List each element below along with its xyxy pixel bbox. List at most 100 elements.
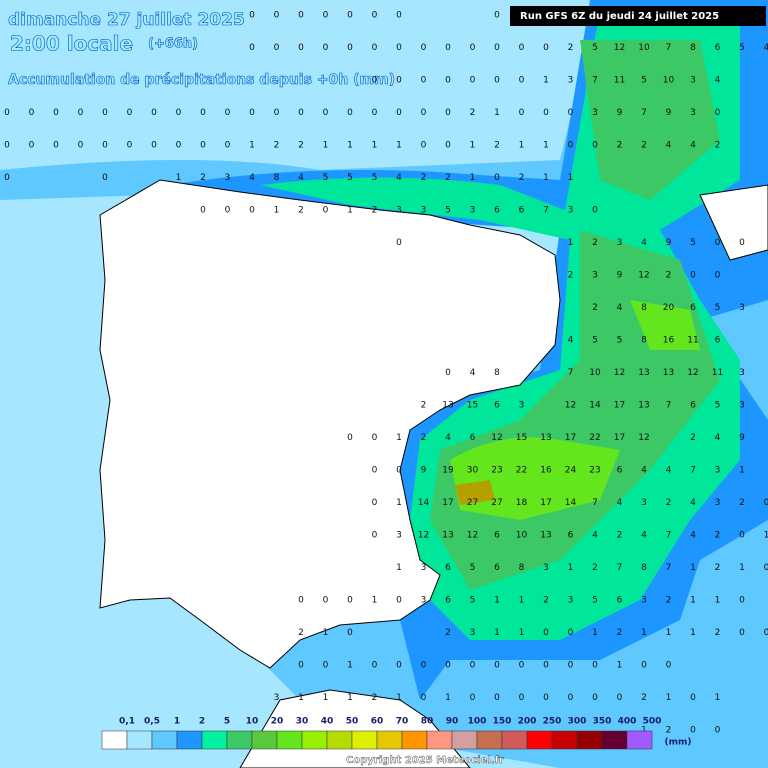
run-label: Run GFS 6Z du jeudi 24 juillet 2025: [520, 11, 719, 22]
grid-value: 5: [617, 336, 623, 346]
grid-value: 0: [396, 596, 402, 606]
grid-value: 0: [4, 173, 10, 183]
grid-value: 0: [568, 661, 574, 671]
grid-value: 1: [396, 141, 402, 151]
grid-value: 3: [641, 498, 647, 508]
grid-value: 1: [347, 693, 353, 703]
grid-value: 7: [641, 108, 647, 118]
grid-value: 0: [715, 108, 721, 118]
grid-value: 0: [421, 141, 427, 151]
grid-value: 0: [4, 108, 10, 118]
grid-value: 12: [638, 433, 649, 443]
legend-swatch: [301, 730, 328, 750]
grid-value: 23: [491, 466, 502, 476]
grid-value: 7: [617, 563, 623, 573]
grid-value: 1: [323, 693, 329, 703]
grid-value: 5: [715, 303, 721, 313]
grid-value: 0: [617, 693, 623, 703]
grid-value: 6: [494, 401, 500, 411]
grid-value: 0: [396, 238, 402, 248]
grid-value: 1: [494, 596, 500, 606]
legend-swatch: [526, 730, 553, 750]
grid-value: 4: [396, 173, 402, 183]
grid-value: 1: [396, 563, 402, 573]
grid-value: 0: [200, 141, 206, 151]
grid-value: 2: [494, 141, 500, 151]
legend-tick-label: 2: [199, 717, 205, 727]
grid-value: 4: [666, 141, 672, 151]
grid-value: 1: [323, 141, 329, 151]
grid-value: 2: [592, 238, 598, 248]
grid-value: 11: [687, 336, 698, 346]
grid-value: 0: [543, 108, 549, 118]
grid-value: 5: [372, 173, 378, 183]
grid-value: 0: [200, 108, 206, 118]
grid-value: 1: [372, 596, 378, 606]
grid-value: 4: [666, 466, 672, 476]
grid-value: 0: [372, 498, 378, 508]
grid-value: 0: [543, 43, 549, 53]
grid-value: 4: [298, 173, 304, 183]
grid-value: 0: [690, 693, 696, 703]
grid-value: 0: [29, 108, 35, 118]
legend-tick-label: 300: [568, 717, 587, 727]
legend-tick-label: 500: [643, 717, 662, 727]
grid-value: 8: [519, 563, 525, 573]
grid-value: 2: [445, 173, 451, 183]
precip-strong: [450, 300, 700, 520]
legend-swatch: [351, 730, 378, 750]
grid-value: 14: [565, 498, 577, 508]
grid-value: 0: [176, 108, 182, 118]
grid-value: 5: [470, 563, 476, 573]
grid-value: 2: [470, 108, 476, 118]
grid-value: 0: [543, 628, 549, 638]
grid-value: 6: [445, 563, 451, 573]
legend-tick-label: 350: [593, 717, 612, 727]
grid-value: 0: [347, 596, 353, 606]
grid-value: 6: [445, 596, 451, 606]
grid-value: 13: [540, 433, 551, 443]
grid-value: 0: [739, 628, 745, 638]
legend-swatch: [426, 730, 453, 750]
grid-value: 1: [715, 693, 721, 703]
grid-value: 0: [494, 76, 500, 86]
grid-value: 3: [421, 563, 427, 573]
legend-swatch: [201, 730, 228, 750]
grid-value: 3: [568, 596, 574, 606]
grid-value: 0: [151, 141, 157, 151]
grid-value: 9: [421, 466, 427, 476]
grid-value: 0: [396, 466, 402, 476]
grid-value: 0: [102, 173, 108, 183]
grid-value: 0: [494, 173, 500, 183]
grid-value: 4: [470, 368, 476, 378]
grid-value: 3: [592, 271, 598, 281]
grid-value: 1: [396, 693, 402, 703]
grid-value: 0: [176, 141, 182, 151]
grid-value: 7: [543, 206, 549, 216]
grid-value: 0: [445, 76, 451, 86]
grid-value: 4: [617, 498, 623, 508]
grid-value: 17: [442, 498, 453, 508]
legend-swatch: [401, 730, 428, 750]
grid-value: 3: [617, 238, 623, 248]
grid-value: 3: [690, 108, 696, 118]
grid-value: 0: [421, 108, 427, 118]
grid-value: 3: [739, 303, 745, 313]
grid-value: 4: [641, 531, 647, 541]
grid-value: 0: [396, 11, 402, 21]
grid-value: 3: [715, 498, 721, 508]
grid-value: 6: [715, 43, 721, 53]
grid-value: 9: [617, 271, 623, 281]
time: 2:00 locale: [10, 32, 133, 56]
legend-tick-label: 80: [421, 717, 434, 727]
iberia-land: [99, 179, 561, 669]
grid-value: 1: [249, 141, 255, 151]
grid-value: 0: [102, 141, 108, 151]
legend-tick-label: 70: [396, 717, 409, 727]
grid-value: 6: [519, 206, 525, 216]
grid-value: 0: [739, 531, 745, 541]
grid-value: 3: [396, 206, 402, 216]
grid-value: 0: [323, 206, 329, 216]
grid-value: 7: [666, 531, 672, 541]
